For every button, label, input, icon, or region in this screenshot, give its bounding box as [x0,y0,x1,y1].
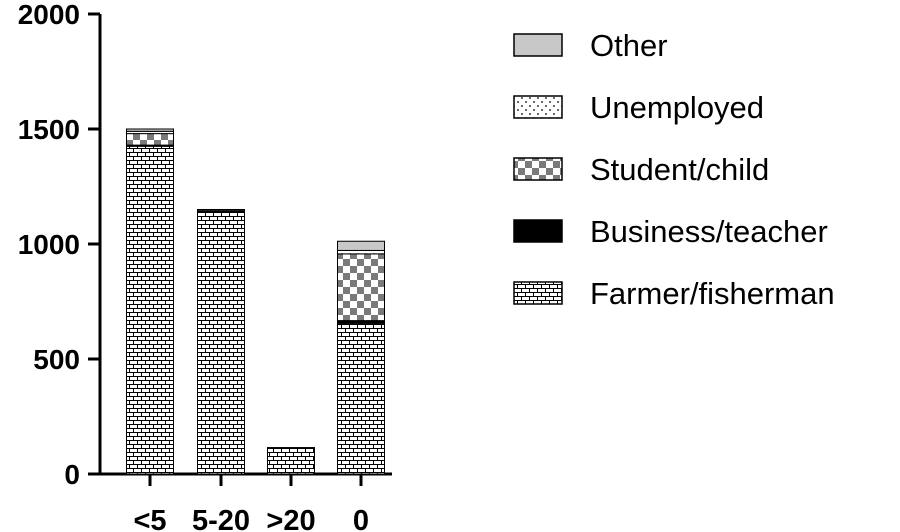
x-axis-ticks: <5 5-20 >20 0 [133,474,369,532]
legend-label: Student/child [590,152,769,187]
legend-swatch [513,33,563,57]
bar-segment [126,128,174,132]
bar-segment [126,145,174,475]
y-axis-ticks: 0 500 1000 1500 2000 [18,0,100,490]
y-tick-label: 2000 [18,0,80,30]
bar-segment [126,133,174,146]
y-tick-label: 1000 [18,229,80,260]
legend-swatch [513,157,563,181]
legend-swatch [513,219,563,243]
bars-group [126,128,385,475]
x-tick-label: <5 [133,505,166,532]
bar-segment [267,447,315,475]
y-tick-label: 1500 [18,114,80,145]
y-tick-label: 0 [64,459,80,490]
bar-segment [337,253,385,322]
legend-label: Business/teacher [590,214,828,249]
x-tick-label: >20 [266,505,315,532]
legend-label: Farmer/fisherman [590,276,835,311]
bar-segment [197,209,245,212]
y-tick-label: 500 [33,344,80,375]
legend-swatch [513,281,563,305]
bar-segment [337,249,385,255]
legend: Other Unemployed Student/child Business/tea… [513,28,835,311]
bar-segment [337,240,385,251]
legend-label: Other [590,28,668,63]
x-tick-label: 5-20 [192,505,250,532]
bar-segment [197,211,245,475]
x-tick-label: 0 [353,505,369,532]
legend-label: Unemployed [590,90,764,125]
legend-swatch [513,95,563,119]
bar-segment [337,322,385,475]
